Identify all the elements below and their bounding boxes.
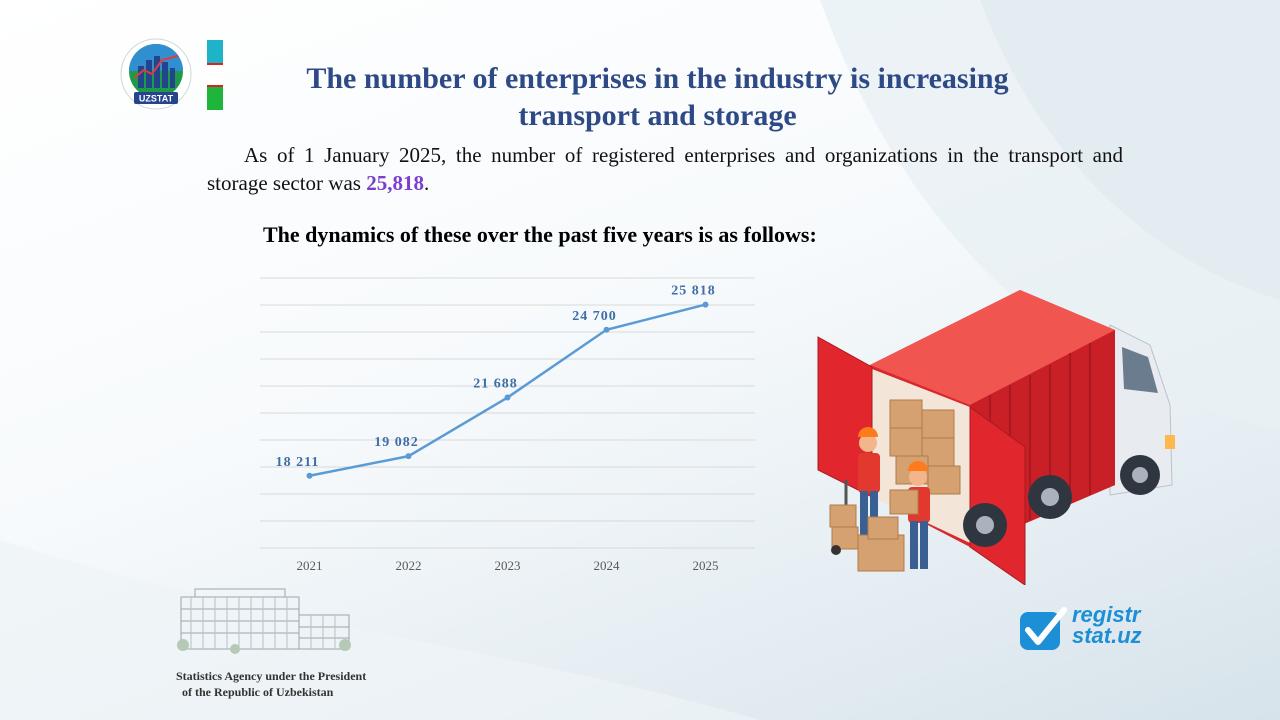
agency-building-sketch [177, 588, 351, 654]
x-tick-label: 2024 [594, 558, 621, 573]
enterprise-count-highlight: 25,818 [366, 171, 424, 195]
data-point [504, 394, 511, 401]
x-tick-label: 2025 [693, 558, 719, 573]
agency-line-1: Statistics Agency under the President [176, 669, 367, 683]
chart-subtitle: The dynamics of these over the past five… [263, 222, 817, 247]
agency-line-2: of the Republic of Uzbekistan [182, 685, 334, 699]
uzstat-logo: UZSTAT [120, 38, 192, 110]
x-tick-label: 2021 [297, 558, 323, 573]
x-tick-label: 2023 [495, 558, 521, 573]
registr-stat-check-icon [1020, 607, 1067, 650]
data-point [603, 326, 610, 333]
uzbek-flag-strip [207, 40, 223, 110]
data-label: 25 818 [671, 284, 716, 299]
page-title: The number of enterprises in the industr… [210, 60, 1105, 134]
registr-stat-logo-text: registr stat.uz [1072, 602, 1172, 648]
logo-text: UZSTAT [139, 94, 174, 104]
data-point [306, 472, 313, 479]
agency-name: Statistics Agency under the President of… [176, 668, 416, 700]
registr-line-2: stat.uz [1072, 623, 1142, 648]
enterprises-line-chart: 18 211 2021 19 082 2022 21 688 2023 24 700 2024… [260, 277, 755, 573]
intro-paragraph: As of 1 January 2025, the number of regi… [207, 141, 1123, 197]
data-label: 21 688 [473, 377, 518, 392]
intro-text: As of 1 January 2025, the number of regi… [207, 143, 1123, 195]
registr-line-1: registr [1072, 602, 1141, 627]
data-point [702, 301, 709, 308]
delivery-truck-illustration [817, 290, 1175, 585]
data-label: 18 211 [276, 455, 320, 470]
x-tick-label: 2022 [396, 558, 422, 573]
title-line-1: The number of enterprises in the industr… [306, 62, 1009, 95]
data-label: 24 700 [572, 309, 617, 324]
data-label: 19 082 [374, 435, 419, 450]
intro-end: . [423, 171, 430, 195]
title-line-2: transport and storage [518, 99, 797, 132]
data-point [405, 453, 412, 460]
